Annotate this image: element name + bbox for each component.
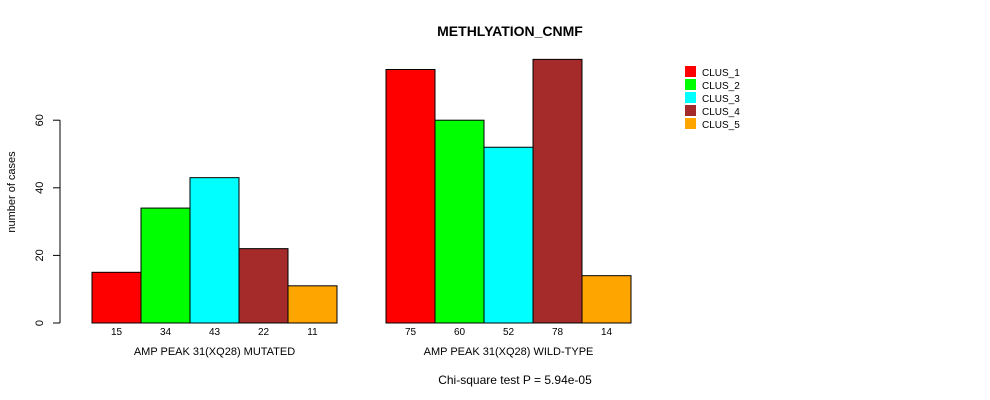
legend-label-5: CLUS_5 bbox=[702, 120, 740, 131]
bar-clus-2-group-1 bbox=[140, 207, 191, 324]
bar-clus-3-group-2 bbox=[483, 146, 534, 324]
legend-swatch-4 bbox=[685, 105, 696, 116]
y-tick-label: 60 bbox=[34, 114, 46, 126]
bar-clus-5-group-1 bbox=[287, 285, 338, 324]
group-labels: AMP PEAK 31(XQ28) MUTATED AMP PEAK 31(XQ2… bbox=[134, 346, 594, 358]
y-axis: 0 20 40 60 bbox=[34, 114, 61, 326]
bar-value-label: 60 bbox=[454, 327, 466, 338]
bar-value-label: 11 bbox=[307, 327, 318, 338]
bar-value-label: 75 bbox=[405, 327, 417, 338]
bar-value-label: 52 bbox=[503, 327, 515, 338]
group-label-1: AMP PEAK 31(XQ28) MUTATED bbox=[134, 346, 295, 358]
legend-label-4: CLUS_4 bbox=[702, 107, 740, 118]
bar-clus-3-group-1 bbox=[189, 177, 240, 324]
bar-clus-1-group-1 bbox=[91, 271, 142, 324]
bar-value-label: 43 bbox=[209, 327, 221, 338]
y-tick-label: 0 bbox=[34, 320, 46, 326]
legend-label-1: CLUS_1 bbox=[702, 68, 740, 79]
chi-square-footnote: Chi-square test P = 5.94e-05 bbox=[438, 373, 592, 387]
legend-label-3: CLUS_3 bbox=[702, 94, 740, 105]
legend-swatch-2 bbox=[685, 79, 696, 90]
y-axis-label: number of cases bbox=[6, 151, 18, 233]
y-tick-label: 40 bbox=[34, 182, 46, 194]
legend-swatch-5 bbox=[685, 118, 696, 129]
bar-clus-2-group-2 bbox=[434, 119, 485, 324]
bar-clus-4-group-2 bbox=[532, 58, 583, 324]
bar-value-label: 34 bbox=[160, 327, 172, 338]
bars bbox=[91, 58, 632, 324]
group-label-2: AMP PEAK 31(XQ28) WILD-TYPE bbox=[424, 346, 594, 358]
value-labels: 15 34 43 22 11 75 60 52 78 14 bbox=[111, 327, 613, 338]
legend: CLUS_1 CLUS_2 CLUS_3 CLUS_4 CLUS_5 bbox=[685, 66, 740, 131]
bar-value-label: 78 bbox=[552, 327, 564, 338]
bar-value-label: 22 bbox=[258, 327, 270, 338]
bar-clus-1-group-2 bbox=[385, 69, 436, 324]
y-tick-label: 20 bbox=[34, 249, 46, 261]
bar-clus-5-group-2 bbox=[581, 275, 632, 324]
legend-label-2: CLUS_2 bbox=[702, 81, 740, 92]
legend-swatch-3 bbox=[685, 92, 696, 103]
chart-title: METHLYATION_CNMF bbox=[437, 23, 583, 39]
bar-value-label: 14 bbox=[601, 327, 613, 338]
legend-swatch-1 bbox=[685, 66, 696, 77]
bar-clus-4-group-1 bbox=[238, 248, 289, 324]
bar-value-label: 15 bbox=[111, 327, 123, 338]
